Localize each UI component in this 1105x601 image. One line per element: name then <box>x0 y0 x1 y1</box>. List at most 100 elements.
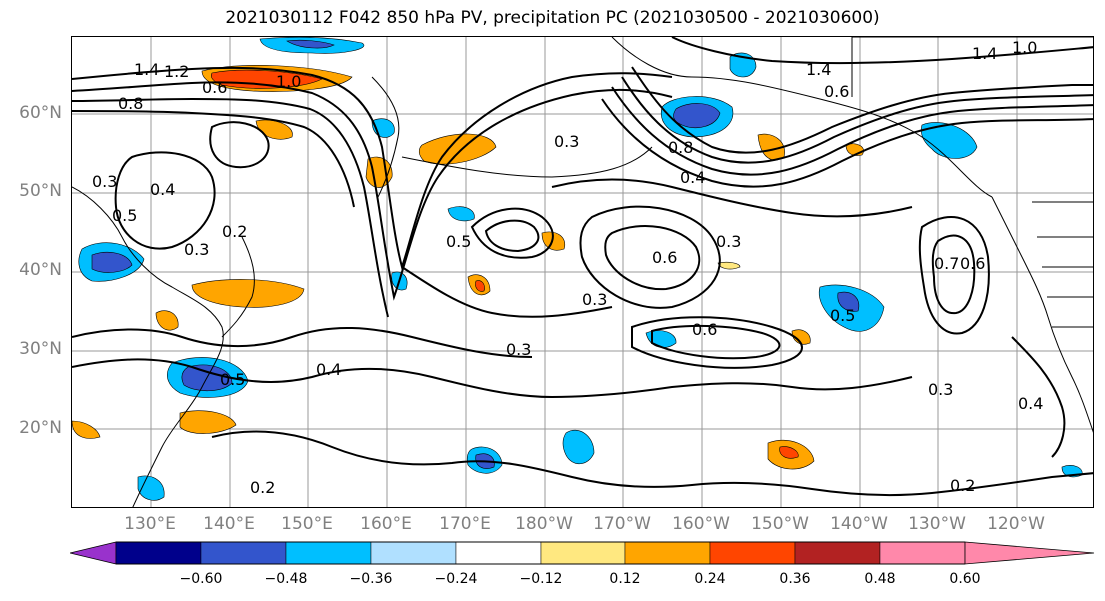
lon-label-140w: 140°W <box>830 514 888 534</box>
map-title: 2021030112 F042 850 hPa PV, precipitatio… <box>225 8 880 28</box>
coastlines <box>72 37 1093 507</box>
pv-contour <box>631 66 1093 154</box>
contour-label: 0.5 <box>112 206 137 225</box>
us-state-lines <box>1037 236 1093 328</box>
pv-contour <box>72 327 533 358</box>
lon-label-170w: 170°W <box>593 514 651 534</box>
lat-label-60n: 60°N <box>19 103 62 123</box>
pv-contour <box>114 151 216 250</box>
colorbar-tick: −0.48 <box>264 571 308 587</box>
precip-pos-blob <box>211 69 323 89</box>
pv-contour <box>484 219 540 253</box>
contour-label: 0.3 <box>506 340 531 359</box>
precip-pos-blob <box>791 329 811 345</box>
pv-contour <box>72 66 673 271</box>
colorbar-tick: −0.24 <box>434 571 478 587</box>
colorbar-bin <box>370 541 457 565</box>
colorbar-tick: 0.36 <box>779 571 811 587</box>
lon-label-150e: 150°E <box>281 514 333 534</box>
pv-contour <box>72 97 389 318</box>
contour-label: 0.8 <box>118 94 143 113</box>
precip-neg-blob <box>286 39 335 49</box>
pv-contour <box>470 207 554 259</box>
pv-contour <box>931 234 976 315</box>
precip-shading <box>72 37 1083 501</box>
contour-labels: 1.4 1.2 0.8 1.0 0.6 0.4 0.3 0.5 0.2 0.3 … <box>92 38 1043 497</box>
contour-label: 0.7 <box>934 254 959 273</box>
contour-label: 0.4 <box>1018 394 1043 413</box>
contour-label: 0.6 <box>824 82 849 101</box>
colorbar-extend-high <box>964 541 1095 565</box>
precip-pos-blob <box>155 310 179 331</box>
colorbar-tick: 0.48 <box>864 571 896 587</box>
colorbar <box>69 541 1095 569</box>
pv-contour <box>72 358 913 399</box>
colorbar-bin <box>285 541 372 565</box>
contour-label: 0.3 <box>716 232 741 251</box>
lat-label-20n: 20°N <box>19 418 62 438</box>
pv-contour <box>604 225 701 291</box>
pv-contours <box>72 37 1093 497</box>
precip-neg-blob <box>447 206 475 222</box>
pv-contour <box>671 37 1093 65</box>
coastline-alaska <box>611 37 993 198</box>
precip-pos-blob <box>475 280 485 292</box>
colorbar-extend-low <box>69 541 117 565</box>
colorbar-bin <box>540 541 626 565</box>
colorbar-bin <box>200 541 287 565</box>
contour-label: 0.8 <box>668 138 693 157</box>
lon-label-120w: 120°W <box>987 514 1045 534</box>
contour-label: 0.4 <box>150 180 175 199</box>
pv-contour <box>601 98 1093 188</box>
lon-label-170e: 170°E <box>439 514 491 534</box>
pv-contour <box>211 430 1093 497</box>
contour-label: 0.6 <box>652 248 677 267</box>
map-panel: 1.4 1.2 0.8 1.0 0.6 0.4 0.3 0.5 0.2 0.3 … <box>71 36 1094 508</box>
colorbar-svg <box>69 541 1095 565</box>
coastline-japan <box>221 236 255 338</box>
contour-label: 1.2 <box>164 62 189 81</box>
contour-label: 1.4 <box>806 60 831 79</box>
canada-border <box>851 37 1093 203</box>
contour-label: 0.3 <box>184 240 209 259</box>
contour-label: 0.2 <box>222 222 247 241</box>
contour-label: 1.4 <box>972 44 997 63</box>
precip-pos-blob <box>72 420 101 439</box>
colorbar-bin <box>624 541 711 565</box>
pv-contour <box>72 81 673 301</box>
contour-label: 1.0 <box>1012 38 1037 57</box>
contour-label: 0.6 <box>202 78 227 97</box>
colorbar-outline <box>116 541 965 565</box>
pv-contour <box>621 76 1093 164</box>
colorbar-bin <box>709 541 796 565</box>
contour-label: 0.6 <box>960 254 985 273</box>
coastline-aleutians <box>401 146 653 178</box>
contour-label: 0.6 <box>692 320 717 339</box>
contour-label: 0.5 <box>830 306 855 325</box>
pv-contour <box>651 324 781 360</box>
colorbar-tick: 0.24 <box>694 571 726 587</box>
lon-label-130w: 130°W <box>908 514 966 534</box>
contour-label: 0.2 <box>950 476 975 495</box>
colorbar-bin <box>879 541 966 565</box>
lat-label-50n: 50°N <box>19 181 62 201</box>
pv-contour <box>72 110 355 208</box>
contour-label: 0.3 <box>582 290 607 309</box>
precip-neg-blob <box>837 291 860 312</box>
precip-neg-blob <box>91 252 133 273</box>
pv-contour <box>401 266 613 318</box>
colorbar-bin <box>794 541 881 565</box>
contour-label: 1.0 <box>276 72 301 91</box>
colorbar-tick: 0.60 <box>949 571 981 587</box>
contour-label: 1.4 <box>134 60 159 79</box>
lat-label-40n: 40°N <box>19 260 62 280</box>
contour-label: 0.4 <box>316 360 341 379</box>
contour-label: 0.2 <box>250 478 275 497</box>
map-svg: 1.4 1.2 0.8 1.0 0.6 0.4 0.3 0.5 0.2 0.3 … <box>72 37 1093 507</box>
contour-label: 0.5 <box>220 370 245 389</box>
lon-label-180w: 180°W <box>515 514 573 534</box>
pv-contour <box>631 316 803 369</box>
lon-label-150w: 150°W <box>751 514 809 534</box>
graticule <box>72 37 1093 507</box>
precip-pos-blob <box>179 410 237 434</box>
